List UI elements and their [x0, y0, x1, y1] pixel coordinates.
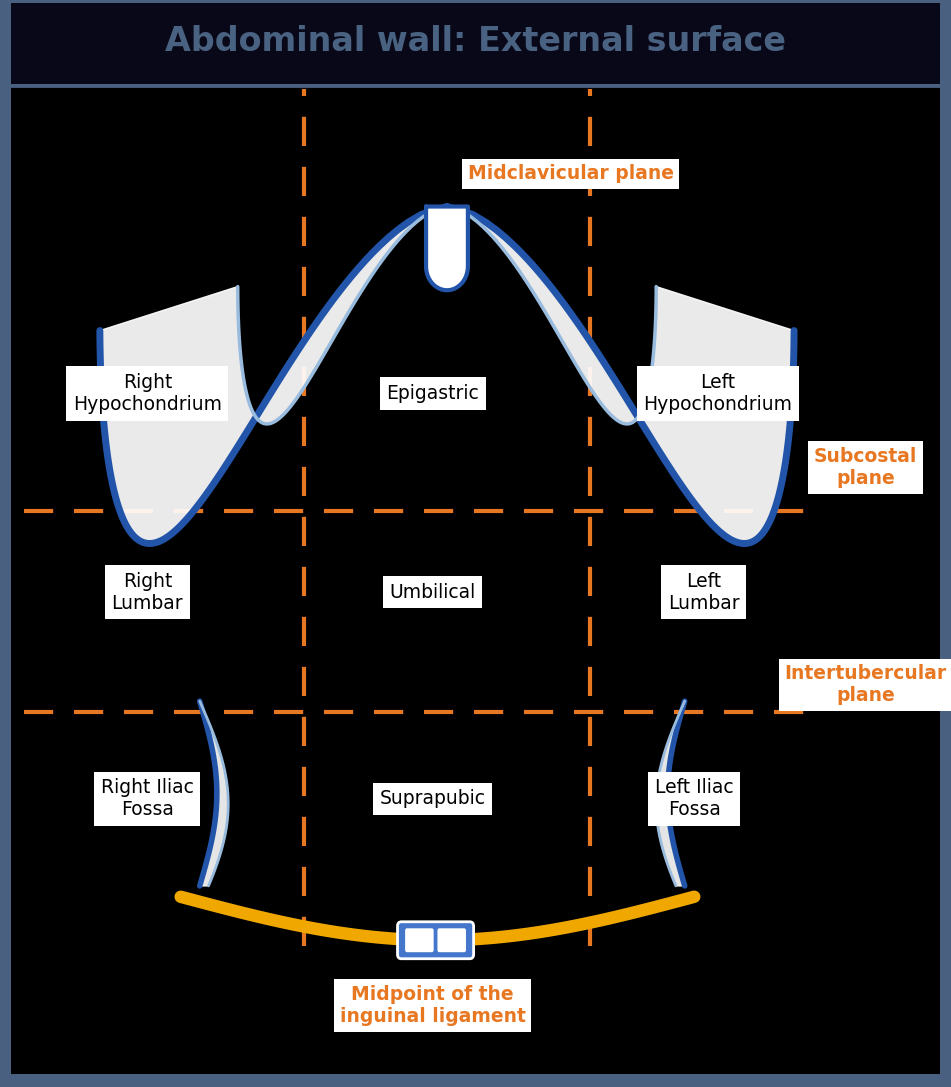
Text: Midpoint of the
inguinal ligament: Midpoint of the inguinal ligament	[340, 985, 526, 1026]
FancyBboxPatch shape	[11, 3, 940, 84]
FancyBboxPatch shape	[437, 928, 466, 952]
Text: Left
Hypochondrium: Left Hypochondrium	[644, 373, 792, 414]
Text: Midclavicular plane: Midclavicular plane	[468, 164, 673, 184]
Text: Left
Lumbar: Left Lumbar	[668, 572, 740, 613]
Text: Right Iliac
Fossa: Right Iliac Fossa	[101, 778, 194, 820]
Text: Epigastric: Epigastric	[386, 384, 479, 403]
Text: Umbilical: Umbilical	[390, 583, 476, 602]
FancyBboxPatch shape	[11, 87, 940, 1074]
Text: Abdominal wall: External surface: Abdominal wall: External surface	[165, 25, 786, 58]
Text: Right
Hypochondrium: Right Hypochondrium	[73, 373, 222, 414]
FancyBboxPatch shape	[398, 922, 474, 959]
Polygon shape	[447, 207, 794, 544]
Text: Suprapubic: Suprapubic	[379, 789, 486, 809]
Text: Right
Lumbar: Right Lumbar	[111, 572, 184, 613]
FancyBboxPatch shape	[405, 928, 434, 952]
Text: Intertubercular
plane: Intertubercular plane	[785, 664, 946, 705]
Text: Left Iliac
Fossa: Left Iliac Fossa	[655, 778, 733, 820]
Text: Subcostal
plane: Subcostal plane	[814, 447, 917, 488]
Polygon shape	[426, 207, 468, 290]
Polygon shape	[656, 701, 685, 886]
Polygon shape	[200, 701, 228, 886]
Polygon shape	[100, 207, 447, 544]
